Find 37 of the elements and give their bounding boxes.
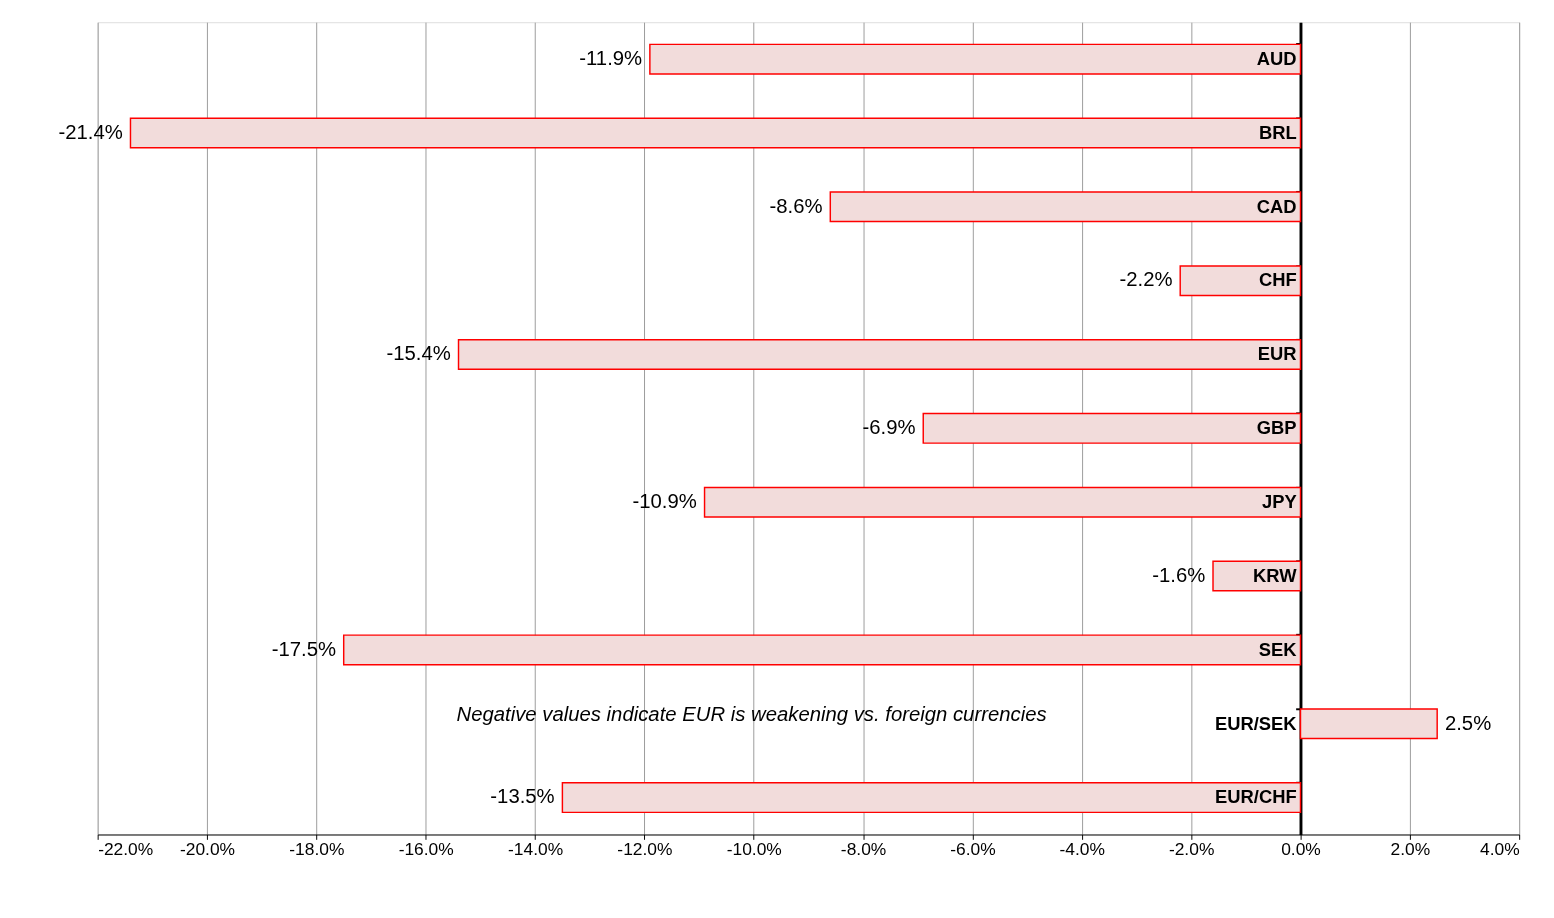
y-tick-label: KRW: [1253, 564, 1298, 586]
y-tick-label: CAD: [1256, 195, 1297, 217]
data-label: 2.5%: [1444, 711, 1492, 734]
data-label: -6.9%: [862, 416, 916, 439]
annotation: Negative values indicate EUR is weakening vs. foreign currencies: [456, 702, 1047, 725]
data-label: -17.5%: [271, 637, 336, 660]
data-label: -21.4%: [58, 120, 123, 143]
x-tick-label: 2.0%: [1390, 839, 1431, 860]
x-tick-label: -20.0%: [179, 839, 236, 860]
x-tick-label: -18.0%: [289, 839, 345, 860]
x-tick-label: -4.0%: [1059, 839, 1105, 860]
data-label: -8.6%: [769, 194, 823, 217]
x-tick-label: -2.0%: [1168, 839, 1215, 860]
data-label: -2.2%: [1119, 268, 1173, 291]
x-tick-label: -6.0%: [950, 839, 996, 860]
x-tick-label: -10.0%: [726, 839, 782, 860]
x-tick-label: -8.0%: [840, 839, 887, 860]
x-tick-label: 4.0%: [1480, 839, 1520, 860]
y-tick-label: BRL: [1258, 121, 1297, 143]
x-tick-label: -22.0%: [98, 839, 154, 860]
y-tick-label: EUR: [1257, 343, 1297, 365]
y-tick-label: SEK: [1258, 638, 1298, 660]
y-tick-label: GBP: [1256, 417, 1297, 439]
data-label: -13.5%: [490, 785, 555, 808]
data-label: -11.9%: [579, 46, 643, 69]
y-tick-label: AUD: [1256, 47, 1297, 69]
y-tick-label: JPY: [1261, 491, 1297, 513]
data-label: -1.6%: [1152, 563, 1206, 586]
x-tick-label: -12.0%: [617, 839, 673, 860]
x-tick-label: -16.0%: [398, 839, 454, 860]
data-label: -10.9%: [632, 490, 697, 513]
x-tick-label: 0.0%: [1281, 839, 1321, 860]
data-label: -15.4%: [386, 342, 451, 365]
y-tick-label: EUR/SEK: [1215, 712, 1298, 734]
x-tick-label: -14.0%: [507, 839, 564, 860]
y-tick-label: EUR/CHF: [1215, 786, 1297, 808]
y-tick-label: CHF: [1258, 269, 1297, 291]
